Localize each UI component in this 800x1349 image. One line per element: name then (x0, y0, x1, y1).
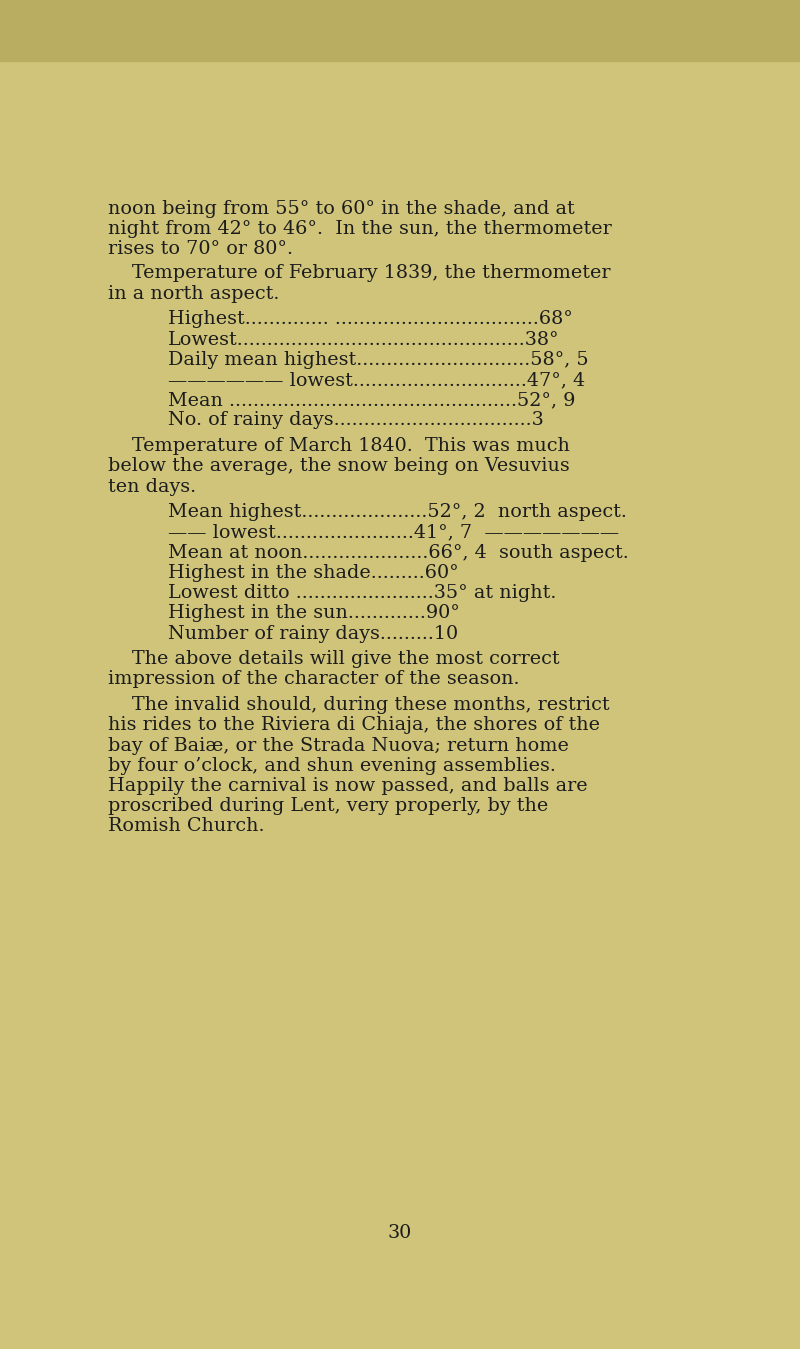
Text: noon being from 55° to 60° in the shade, and at: noon being from 55° to 60° in the shade,… (108, 200, 574, 217)
Text: night from 42° to 46°.  In the sun, the thermometer: night from 42° to 46°. In the sun, the t… (108, 220, 612, 237)
Text: Highest.............. ..................................68°: Highest.............. ..................… (168, 310, 573, 328)
Text: Temperature of February 1839, the thermometer: Temperature of February 1839, the thermo… (132, 264, 610, 282)
Text: Mean at noon.....................66°, 4  south aspect.: Mean at noon.....................66°, 4 … (168, 544, 629, 561)
Text: proscribed during Lent, very properly, by the: proscribed during Lent, very properly, b… (108, 797, 548, 815)
Text: impression of the character of the season.: impression of the character of the seaso… (108, 670, 519, 688)
Text: ten days.: ten days. (108, 478, 196, 495)
Text: —————— lowest.............................47°, 4: —————— lowest...........................… (168, 371, 585, 389)
Text: No. of rainy days.................................3: No. of rainy days.......................… (168, 411, 544, 429)
Text: his rides to the Riviera di Chiaja, the shores of the: his rides to the Riviera di Chiaja, the … (108, 716, 600, 734)
Text: Mean ................................................52°, 9: Mean ...................................… (168, 391, 575, 409)
Text: The above details will give the most correct: The above details will give the most cor… (132, 650, 560, 668)
Text: Lowest ditto .......................35° at night.: Lowest ditto .......................35° … (168, 584, 556, 602)
Bar (0, 0, 800, 61)
Text: The invalid should, during these months, restrict: The invalid should, during these months,… (132, 696, 610, 714)
Text: bay of Baiæ, or the Strada Nuova; return home: bay of Baiæ, or the Strada Nuova; return… (108, 737, 569, 754)
Text: below the average, the snow being on Vesuvius: below the average, the snow being on Ves… (108, 457, 570, 475)
Text: —— lowest.......................41°, 7  ———————: —— lowest.......................41°, 7 —… (168, 523, 619, 541)
Text: Lowest................................................38°: Lowest..................................… (168, 331, 560, 348)
Text: by four o’clock, and shun evening assemblies.: by four o’clock, and shun evening assemb… (108, 757, 556, 774)
Text: Mean highest.....................52°, 2  north aspect.: Mean highest.....................52°, 2 … (168, 503, 627, 521)
Text: in a north aspect.: in a north aspect. (108, 285, 279, 302)
Text: Number of rainy days.........10: Number of rainy days.........10 (168, 625, 458, 642)
Text: Highest in the sun.............90°: Highest in the sun.............90° (168, 604, 460, 622)
Text: Highest in the shade.........60°: Highest in the shade.........60° (168, 564, 458, 581)
Text: 30: 30 (388, 1224, 412, 1241)
Text: Temperature of March 1840.  This was much: Temperature of March 1840. This was much (132, 437, 570, 455)
Text: Happily the carnival is now passed, and balls are: Happily the carnival is now passed, and … (108, 777, 588, 795)
Text: Romish Church.: Romish Church. (108, 817, 265, 835)
Text: Daily mean highest.............................58°, 5: Daily mean highest......................… (168, 351, 589, 368)
Text: rises to 70° or 80°.: rises to 70° or 80°. (108, 240, 293, 258)
